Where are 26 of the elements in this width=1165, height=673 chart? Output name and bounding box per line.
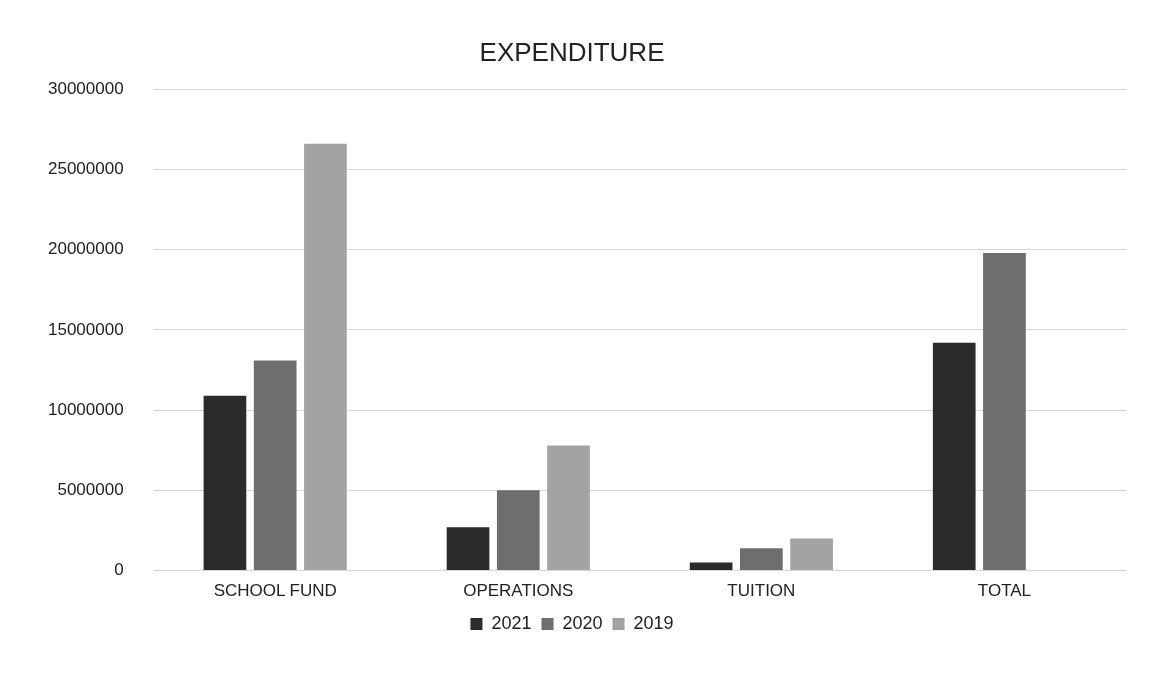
y-tick-label: 20000000 (48, 239, 124, 259)
x-tick-label: SCHOOL FUND (213, 581, 337, 601)
y-tick-label: 30000000 (48, 78, 124, 98)
bar (253, 360, 297, 571)
y-tick-label: 10000000 (48, 399, 124, 419)
legend-label: 2020 (562, 612, 603, 633)
y-tick-label: 0 (114, 560, 124, 580)
y-tick-label: 15000000 (48, 319, 124, 339)
bar (740, 548, 783, 571)
chart-title: EXPENDITURE (479, 36, 665, 67)
bar (304, 143, 347, 571)
bar (932, 342, 976, 571)
bar (446, 527, 490, 571)
bar (496, 490, 540, 571)
bar (203, 395, 247, 571)
bar (547, 445, 590, 571)
legend-label: 2021 (491, 612, 532, 633)
legend-label: 2019 (633, 612, 674, 633)
y-tick-label: 5000000 (57, 480, 124, 500)
x-tick-label: TOTAL (977, 581, 1032, 601)
y-tick-label: 25000000 (48, 159, 124, 179)
x-tick-label: OPERATIONS (463, 581, 574, 601)
bar (983, 252, 1026, 571)
x-tick-label: TUITION (727, 581, 796, 601)
bar (689, 562, 733, 571)
bar (790, 538, 833, 571)
